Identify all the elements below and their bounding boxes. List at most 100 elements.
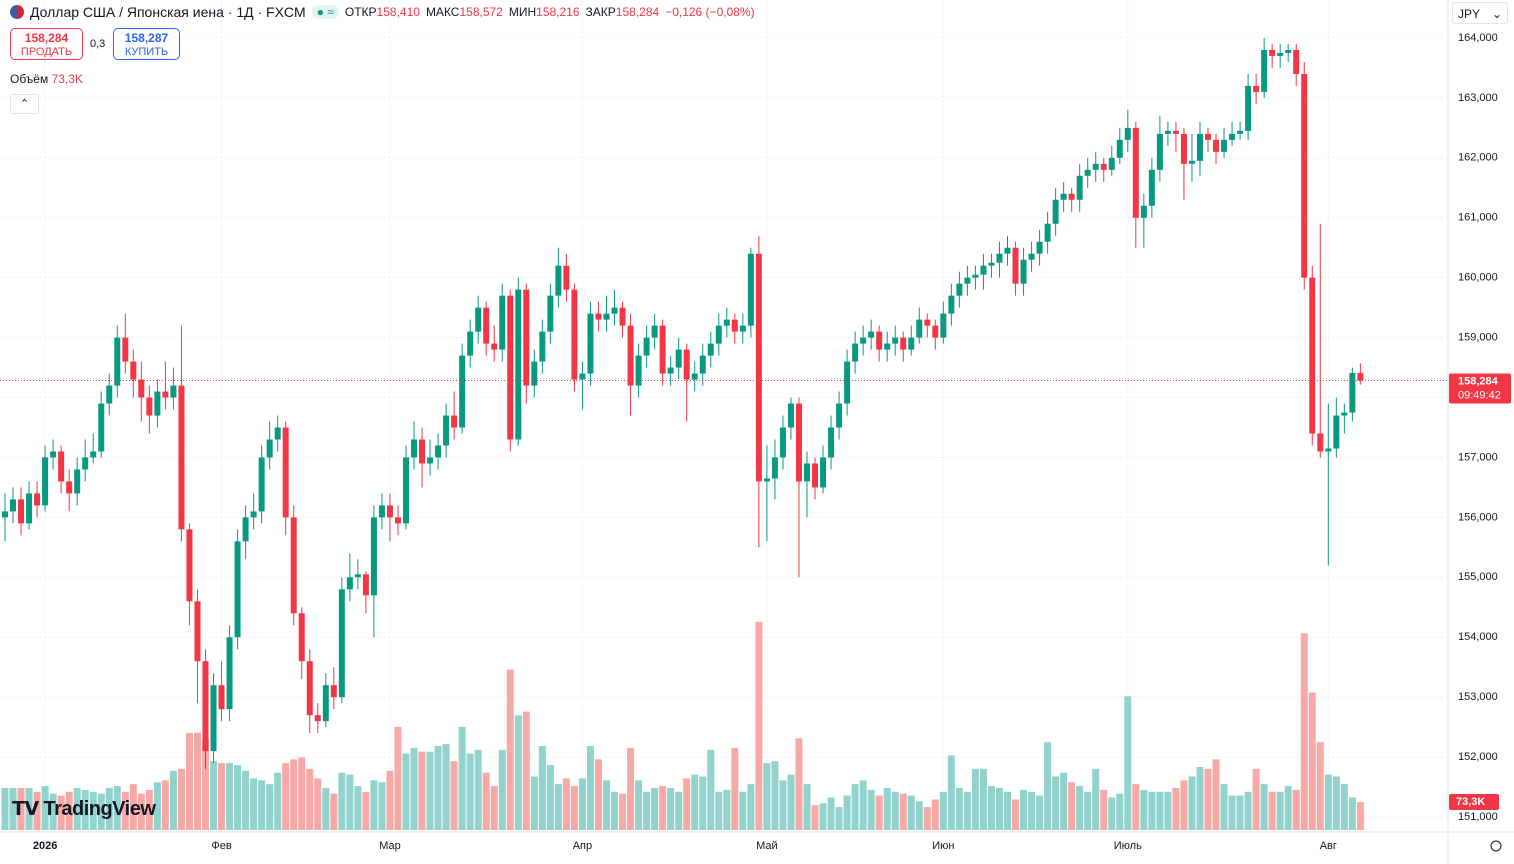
volume-bar <box>811 805 819 830</box>
volume-bar <box>169 770 177 830</box>
volume-bar <box>1236 795 1244 830</box>
volume-bar <box>827 797 835 830</box>
currency-button[interactable]: JPY ⌄ <box>1452 2 1508 24</box>
volume-bar <box>899 793 907 830</box>
volume-bar <box>386 770 394 830</box>
candle-body <box>996 253 1003 263</box>
volume-bar <box>755 621 763 830</box>
volume-bar <box>1124 696 1132 830</box>
volume-bar <box>987 786 995 830</box>
candle-body <box>66 481 73 494</box>
candle-body <box>290 517 297 614</box>
x-tick-label: Мар <box>379 840 401 852</box>
candle-body <box>411 439 418 458</box>
volume-bar <box>145 789 153 830</box>
candle-body <box>1148 169 1155 206</box>
candle-body <box>1068 193 1075 200</box>
candle-body <box>828 427 835 458</box>
candle-body <box>787 403 794 428</box>
candle-body <box>523 289 530 386</box>
candle-body <box>354 574 361 578</box>
volume-bar <box>675 791 683 830</box>
candle-body <box>483 307 490 344</box>
volume-bar <box>514 715 522 830</box>
volume-bar <box>538 745 546 830</box>
y-tick-label: 156,000 <box>1458 511 1498 523</box>
volume-bar <box>731 747 739 830</box>
volume-bar <box>1308 692 1316 830</box>
candle-body <box>1357 372 1364 381</box>
settings-icon[interactable] <box>1490 840 1502 852</box>
volume-bar <box>450 761 458 830</box>
candle-body <box>908 337 915 350</box>
volume-bar <box>474 749 482 830</box>
volume-bar <box>923 807 931 830</box>
candle-body <box>106 385 113 404</box>
candle-body <box>10 499 17 512</box>
candle-body <box>1116 139 1123 158</box>
volume-bar <box>57 795 65 830</box>
volume-bar <box>426 751 434 830</box>
volume-bar <box>105 787 113 830</box>
candle-body <box>1124 127 1131 140</box>
volume-bar <box>803 784 811 830</box>
candle-body <box>868 331 875 338</box>
volume-bar <box>915 801 923 830</box>
candle-body <box>154 391 161 416</box>
volume-bar <box>819 803 827 830</box>
volume-bar <box>1044 742 1052 830</box>
candle-body <box>1100 163 1107 170</box>
candle-body <box>1285 49 1292 53</box>
candle-body <box>812 463 819 488</box>
volume-bar <box>1052 776 1060 830</box>
y-tick-label: 154,000 <box>1458 631 1498 643</box>
volume-bar <box>338 772 346 830</box>
volume-bar <box>65 791 73 830</box>
sell-button[interactable]: 158,284 ПРОДАТЬ <box>10 28 83 60</box>
volume-bar <box>530 776 538 830</box>
volume-bar <box>763 763 771 830</box>
volume-bar <box>1108 797 1116 830</box>
buy-button[interactable]: 158,287 КУПИТЬ <box>113 28 180 60</box>
logo: 𝗧𝗩 TradingView <box>12 798 156 820</box>
volume-bar <box>282 763 290 830</box>
candle-body <box>226 637 233 710</box>
candle-body <box>1333 415 1340 449</box>
volume-bar <box>947 755 955 830</box>
candle-body <box>314 715 321 722</box>
volume-bar <box>1212 759 1220 830</box>
volume-bar <box>603 780 610 830</box>
candle-body <box>1012 247 1019 284</box>
volume-bar <box>1292 789 1300 830</box>
volume-bar <box>17 787 25 830</box>
volume-bar <box>1004 791 1011 830</box>
volume-bar <box>1188 776 1196 830</box>
close: 158,284 <box>615 5 660 19</box>
candle-body <box>210 685 217 752</box>
x-tick-label: 2026 <box>33 840 57 852</box>
volume-bar <box>651 787 659 830</box>
volume-bar <box>747 784 755 830</box>
collapse-button[interactable]: ⌃ <box>10 94 39 114</box>
symbol-icon <box>10 5 24 19</box>
candle-body <box>1028 253 1035 260</box>
spread: 0,3 <box>90 38 106 50</box>
countdown: 09:49:42 <box>1458 389 1501 401</box>
candle-body <box>611 307 618 314</box>
volume-bar <box>619 793 627 830</box>
candle-body <box>242 517 249 542</box>
volume-bar <box>795 738 803 830</box>
symbol[interactable]: Доллар США / Японская иена · 1Д · FXCM <box>30 4 306 20</box>
x-tick-label: Фев <box>211 840 231 852</box>
volume-bar <box>1116 793 1124 830</box>
candle-body <box>274 427 281 440</box>
volume-bar <box>185 732 193 830</box>
volume-bar <box>1068 782 1076 830</box>
candle-body <box>475 307 482 332</box>
volume-bar <box>867 789 875 830</box>
open: 158,410 <box>376 5 420 19</box>
candle-body <box>563 265 570 290</box>
volume-bar <box>611 791 619 830</box>
volume-bar <box>153 782 161 830</box>
candle-body <box>795 403 802 482</box>
